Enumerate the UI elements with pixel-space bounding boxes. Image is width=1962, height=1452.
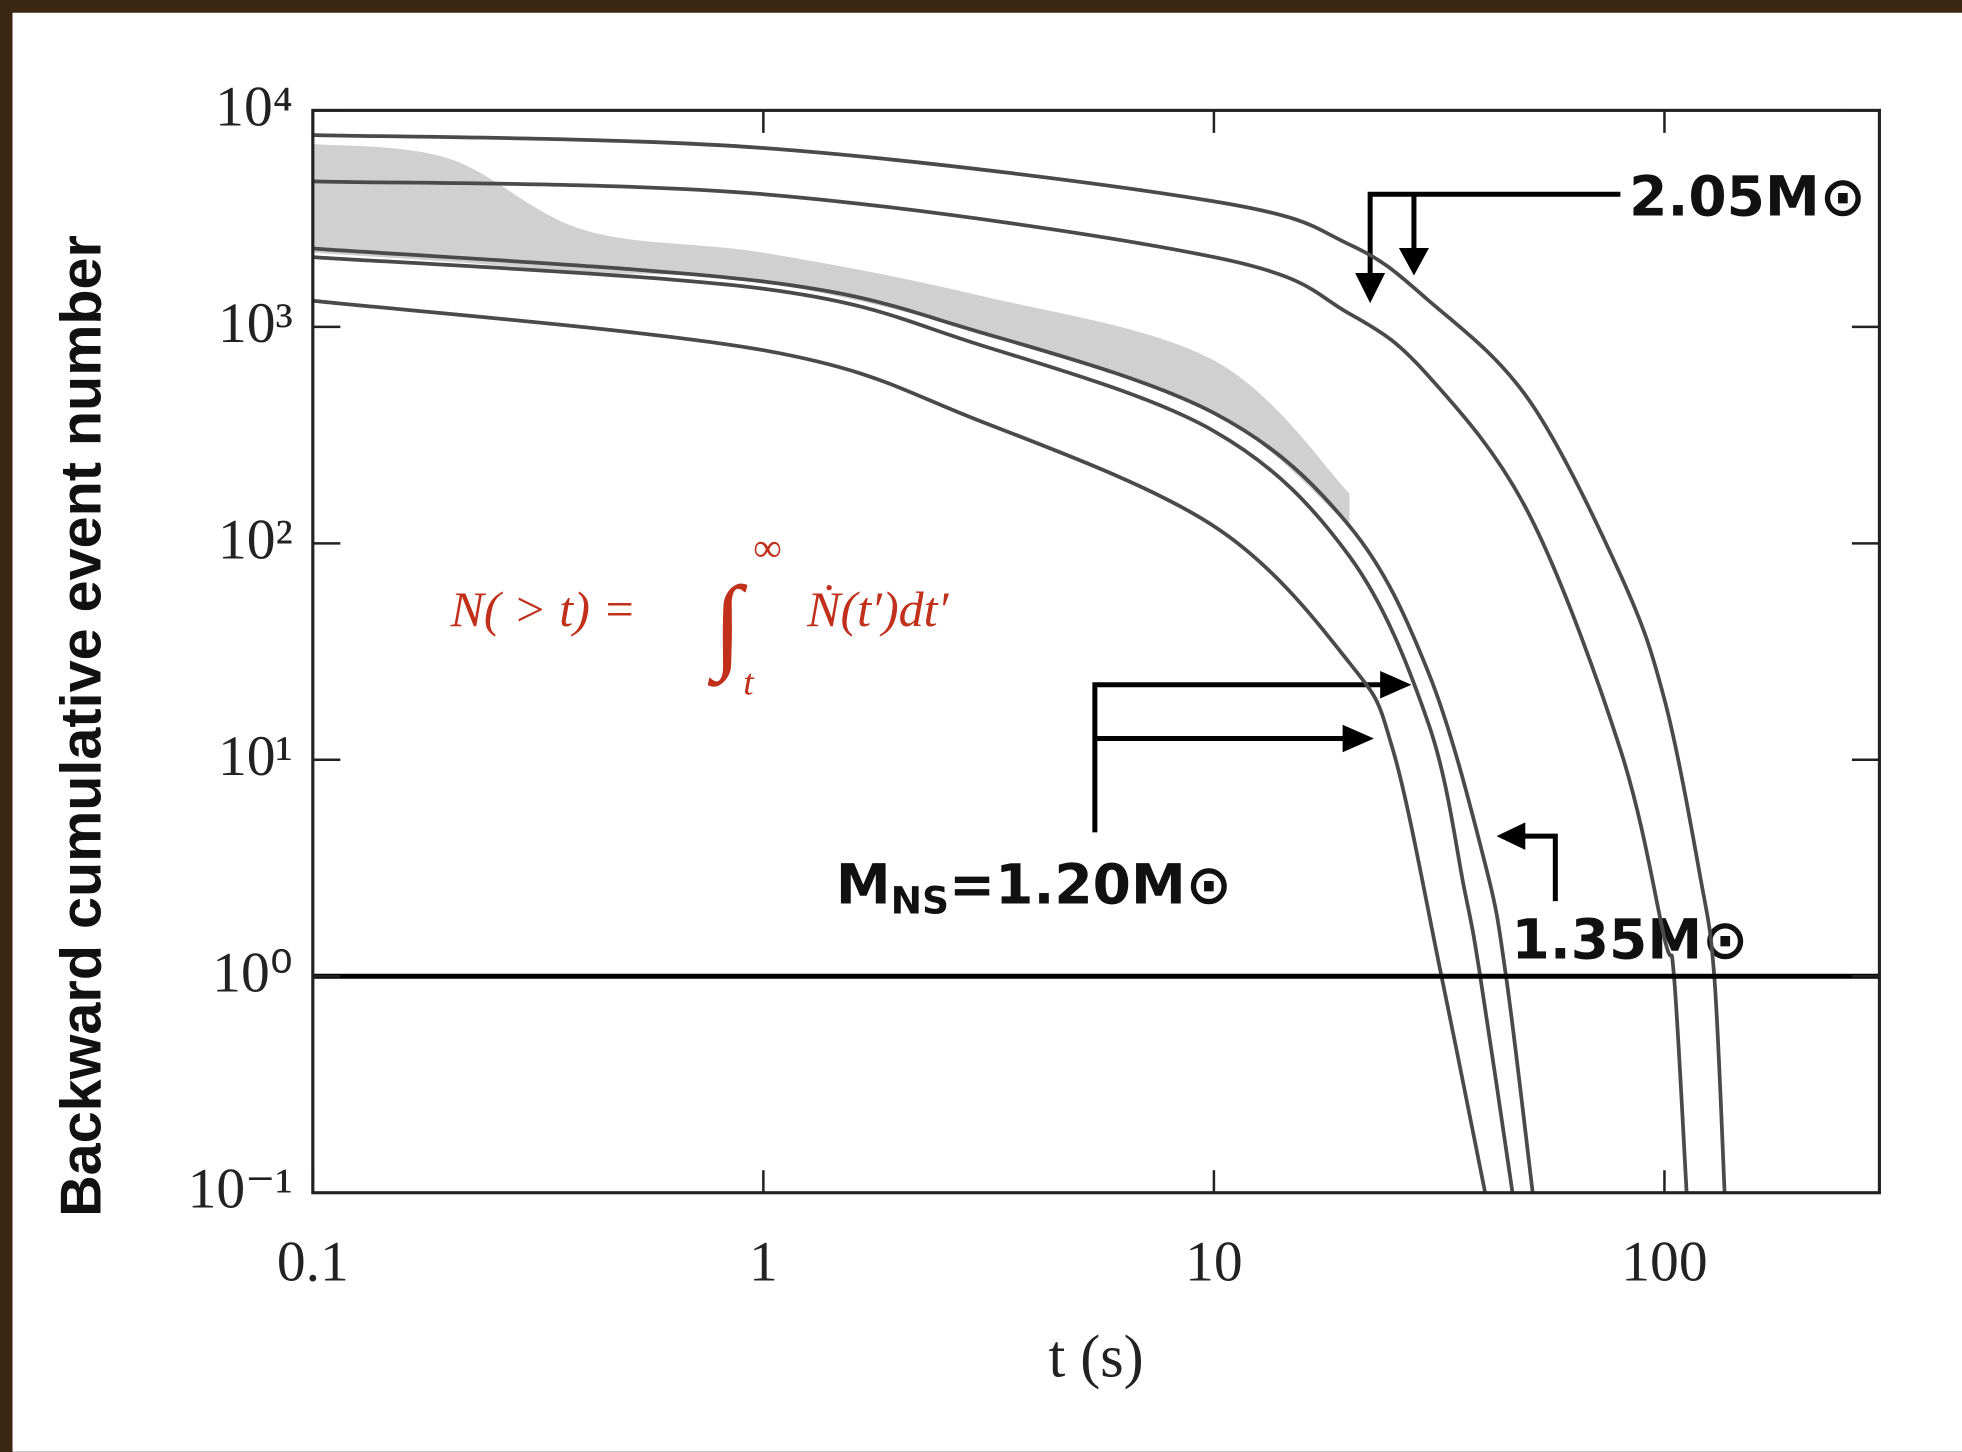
- y-tick-label: 10¹: [218, 725, 293, 788]
- annotation-arrows: [1092, 191, 1621, 902]
- x-tick-label: 1: [749, 1230, 778, 1293]
- annotation-part: M: [836, 853, 891, 917]
- arrow-heads: [1342, 248, 1526, 850]
- x-tick-label: 0.1: [277, 1230, 349, 1293]
- annotation-sub: NS: [891, 879, 949, 923]
- y-tick-label: 10⁴: [215, 75, 293, 138]
- plot-frame: [311, 108, 1881, 1195]
- y-tick-label: 10⁻¹: [188, 1158, 293, 1221]
- formula: N( > t) = ∫ ∞ t Ṅ(t′)dt′: [449, 525, 949, 704]
- formula-part: t: [743, 663, 755, 704]
- curve: [312, 298, 1488, 1193]
- y-tick-label: 10³: [218, 292, 293, 355]
- annotation: 2.05M⊙: [1629, 164, 1866, 228]
- x-tick-label: 100: [1621, 1230, 1707, 1293]
- annotation-part: =1.20M⊙: [949, 853, 1232, 917]
- curve: [312, 255, 1515, 1193]
- curve: [312, 133, 1727, 1193]
- annotation: MNS=1.20M⊙: [836, 853, 1232, 923]
- plot-area: [312, 133, 1727, 1193]
- formula-part: Ṅ(t′)dt′: [806, 581, 949, 637]
- x-tick-label: 10: [1185, 1230, 1243, 1293]
- band: [312, 143, 1350, 527]
- formula-part: ∞: [753, 525, 782, 570]
- curve: [312, 179, 1689, 1193]
- y-axis-label: Backward cumulative event number: [49, 235, 113, 1217]
- curve: [312, 246, 1535, 1193]
- y-tick-label: 10²: [218, 508, 293, 571]
- formula-part: N( > t) =: [449, 581, 636, 637]
- y-tick-label: 10⁰: [212, 941, 293, 1004]
- x-axis-label: t (s): [1049, 1323, 1144, 1390]
- formula-part: ∫: [707, 564, 748, 687]
